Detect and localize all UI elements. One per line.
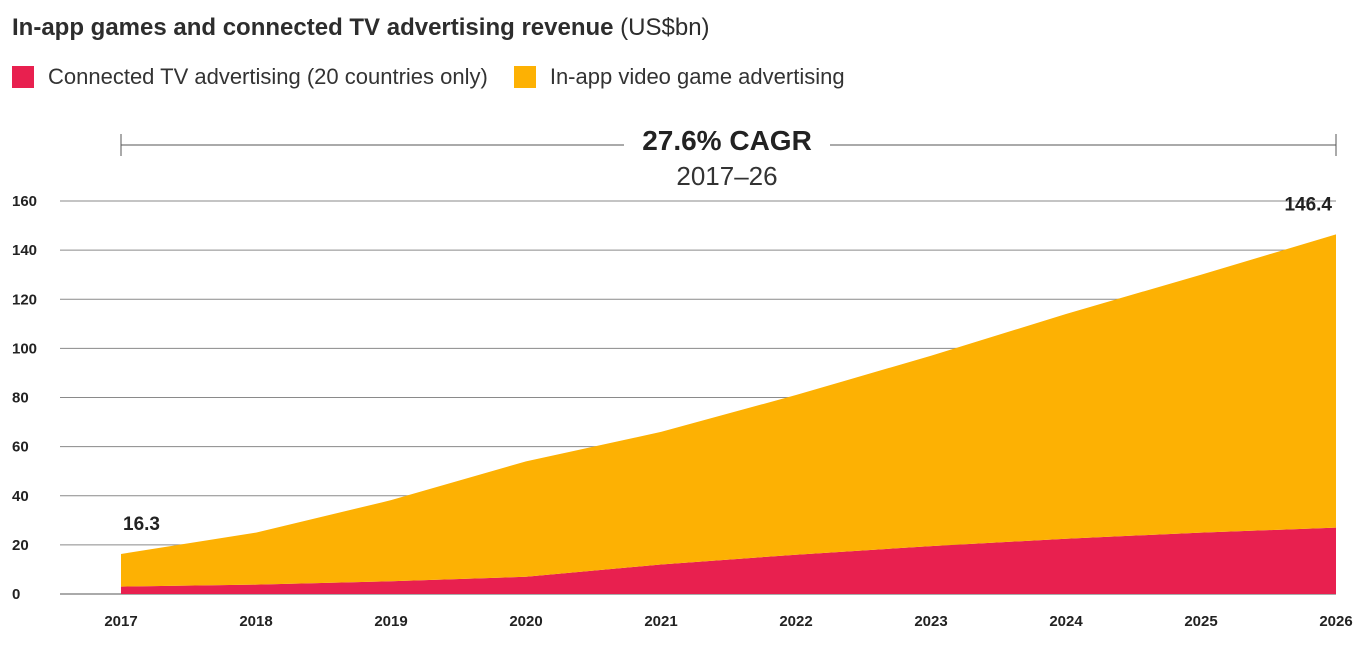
- x-tick-label: 2024: [1049, 613, 1083, 630]
- area-connected-tv: [121, 527, 1336, 594]
- x-tick-label: 2020: [509, 613, 542, 630]
- chart-title: In-app games and connected TV advertisin…: [12, 14, 710, 42]
- chart-title-unit: (US$bn): [620, 14, 710, 41]
- legend: Connected TV advertising (20 countries o…: [12, 64, 871, 90]
- x-tick-label: 2025: [1184, 613, 1217, 630]
- legend-swatch-in-app-games: [513, 66, 536, 88]
- x-tick-label: 2018: [239, 613, 272, 630]
- cagr-annotation: 27.6% CAGR 2017–26: [120, 125, 1337, 191]
- area-series: [121, 234, 1336, 594]
- y-axis-ticks: 0 20 40 60 80 100 120 140 160: [12, 193, 37, 603]
- data-label-2017: 16.3: [123, 514, 160, 535]
- y-tick-label: 100: [12, 340, 37, 357]
- chart-title-main: In-app games and connected TV advertisin…: [12, 14, 614, 41]
- y-tick-label: 140: [12, 242, 37, 259]
- area-in-app-games: [121, 234, 1336, 587]
- x-axis-ticks: 2017 2018 2019 2020 2021 2022 2023 2024 2025 2026: [104, 613, 1352, 630]
- y-tick-label: 20: [12, 537, 29, 554]
- y-tick-label: 120: [12, 291, 37, 308]
- legend-swatch-connected-tv: [12, 66, 34, 88]
- x-tick-label: 2019: [374, 613, 407, 630]
- y-tick-label: 60: [12, 439, 29, 456]
- legend-item-in-app-games: In-app video game advertising: [513, 64, 845, 90]
- cagr-period: 2017–26: [676, 161, 777, 191]
- legend-label-in-app-games: In-app video game advertising: [549, 64, 845, 89]
- legend-label-connected-tv: Connected TV advertising (20 countries o…: [48, 64, 488, 89]
- y-tick-label: 0: [12, 586, 20, 603]
- y-tick-label: 40: [12, 488, 29, 505]
- x-tick-label: 2023: [914, 613, 947, 630]
- cagr-value: 27.6% CAGR: [642, 125, 812, 156]
- data-labels: 16.3 146.4: [123, 194, 1332, 535]
- data-label-2026: 146.4: [1284, 194, 1332, 215]
- y-tick-label: 160: [12, 193, 37, 210]
- x-tick-label: 2021: [644, 613, 677, 630]
- y-tick-label: 80: [12, 390, 29, 407]
- legend-item-connected-tv: Connected TV advertising (20 countries o…: [12, 64, 488, 90]
- x-tick-label: 2017: [104, 613, 137, 630]
- x-tick-label: 2026: [1319, 613, 1352, 630]
- x-tick-label: 2022: [779, 613, 812, 630]
